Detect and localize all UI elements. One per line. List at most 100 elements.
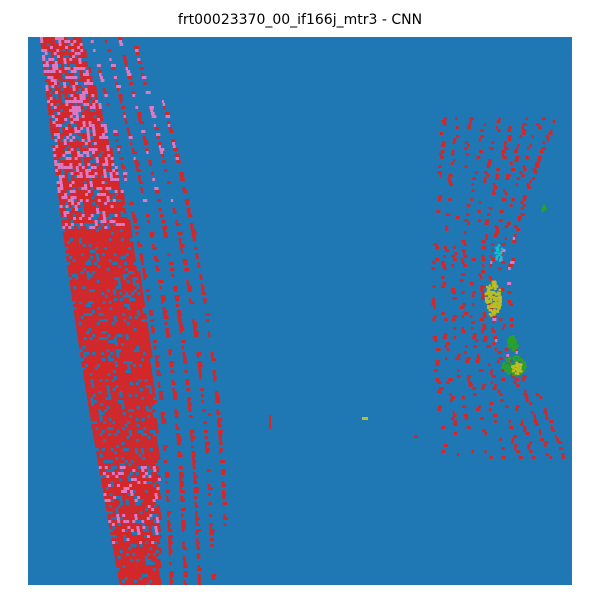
class-pixel [97, 241, 101, 244]
class-pixel [128, 496, 132, 499]
class-pixel [130, 262, 134, 265]
class-pixel [118, 388, 122, 391]
class-pixel [196, 544, 199, 547]
class-pixel [80, 313, 84, 316]
class-pixel [110, 430, 114, 433]
class-pixel [466, 204, 471, 207]
class-pixel [114, 238, 118, 241]
class-pixel [66, 166, 70, 169]
class-pixel [490, 261, 493, 264]
class-pixel [561, 453, 565, 456]
class-pixel [102, 235, 106, 238]
class-pixel [111, 163, 115, 166]
class-pixel [141, 505, 145, 508]
class-pixel [143, 277, 146, 280]
class-pixel [102, 418, 106, 421]
class-pixel [97, 196, 101, 199]
class-pixel [146, 445, 150, 448]
class-pixel [113, 547, 117, 550]
class-pixel [121, 493, 125, 496]
class-pixel [126, 235, 130, 238]
class-pixel [112, 283, 115, 286]
class-pixel [101, 334, 105, 337]
class-pixel [480, 297, 485, 300]
class-pixel [91, 148, 95, 151]
class-pixel [132, 397, 136, 400]
class-pixel [103, 265, 107, 268]
class-pixel [152, 496, 156, 499]
class-pixel [492, 414, 498, 417]
class-pixel [124, 220, 128, 223]
class-pixel [69, 160, 73, 163]
class-pixel [125, 67, 128, 70]
class-pixel [102, 277, 106, 280]
class-pixel [76, 175, 80, 178]
class-pixel [76, 265, 80, 268]
class-pixel [119, 295, 123, 298]
class-pixel [96, 361, 100, 364]
class-pixel [120, 301, 124, 304]
class-pixel [132, 358, 136, 361]
class-pixel [120, 487, 124, 490]
class-pixel [511, 340, 515, 343]
class-pixel [466, 213, 470, 216]
class-pixel [112, 424, 116, 427]
class-pixel [156, 535, 159, 538]
class-pixel [521, 420, 524, 423]
class-pixel [446, 381, 450, 384]
class-pixel [70, 283, 73, 286]
class-pixel [510, 204, 513, 207]
class-pixel [145, 325, 149, 328]
class-pixel [481, 258, 486, 261]
class-pixel [61, 193, 65, 196]
class-pixel [113, 409, 117, 412]
class-pixel [71, 106, 75, 109]
class-pixel [85, 199, 89, 202]
class-pixel [139, 325, 143, 328]
class-pixel [138, 322, 142, 325]
class-pixel [143, 463, 147, 466]
class-pixel [65, 103, 69, 106]
class-pixel [126, 469, 130, 472]
class-pixel [507, 339, 510, 343]
class-pixel [183, 574, 188, 577]
class-pixel [68, 247, 72, 250]
class-pixel [126, 451, 130, 454]
class-pixel [56, 133, 60, 136]
class-pixel [117, 487, 121, 490]
class-pixel [498, 295, 501, 298]
class-pixel [68, 73, 71, 76]
class-pixel [114, 436, 118, 439]
class-pixel [145, 148, 149, 151]
class-pixel [187, 397, 191, 400]
class-pixel [132, 151, 137, 154]
class-pixel [112, 460, 116, 463]
class-pixel [79, 70, 83, 73]
class-pixel [124, 61, 128, 64]
class-pixel [87, 190, 91, 193]
class-pixel [129, 451, 133, 454]
class-pixel [112, 541, 116, 544]
class-pixel [75, 259, 79, 262]
class-pixel [74, 106, 78, 109]
class-pixel [104, 430, 108, 433]
class-pixel [81, 361, 85, 364]
class-pixel [72, 88, 76, 91]
class-pixel [131, 427, 135, 430]
class-pixel [74, 100, 78, 103]
class-pixel [71, 73, 74, 76]
class-pixel [95, 355, 99, 358]
class-pixel [461, 330, 466, 333]
class-pixel [104, 427, 108, 430]
class-pixel [86, 178, 90, 181]
class-pixel [72, 235, 76, 238]
class-pixel [98, 250, 102, 253]
class-pixel [105, 232, 109, 235]
class-pixel [75, 163, 79, 166]
class-pixel [177, 313, 182, 316]
class-pixel [125, 532, 129, 535]
class-pixel [453, 423, 458, 426]
class-pixel [139, 559, 143, 562]
class-pixel [102, 454, 106, 457]
class-pixel [191, 451, 196, 454]
